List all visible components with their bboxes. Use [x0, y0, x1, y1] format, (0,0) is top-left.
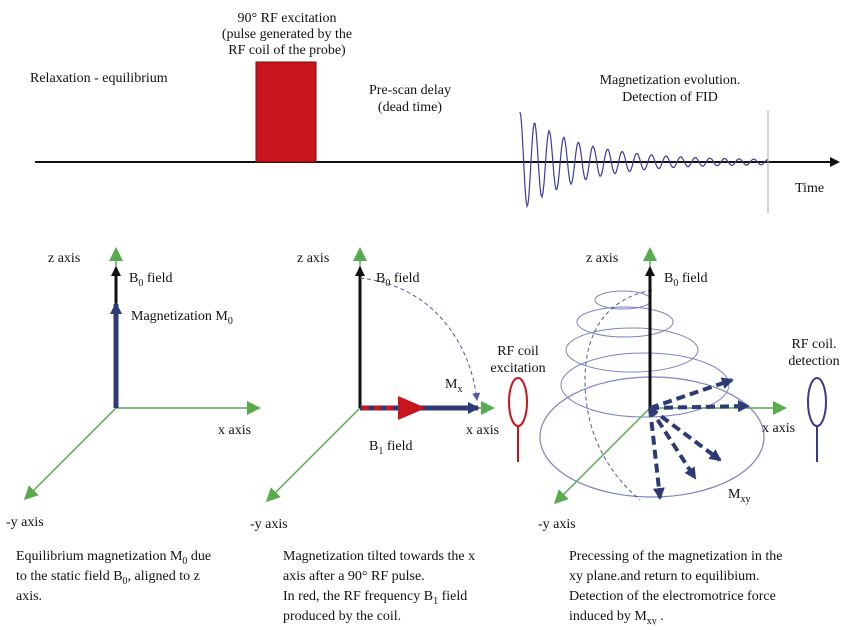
precession-ring [565, 327, 699, 373]
mxy-vector [648, 407, 665, 500]
b0-label: B0 field [664, 271, 708, 289]
panel3-caption-line1: Precessing of the magnetization in the [569, 549, 782, 564]
panel2-caption-line4: produced by the coil. [283, 609, 401, 624]
rf-coil-detection-line2: detection [788, 354, 839, 369]
panel1-caption-line3: axis. [16, 589, 42, 604]
b1-label: B1 field [369, 439, 413, 457]
z-axis-label: z axis [48, 251, 80, 266]
evolution-line1: Magnetization evolution. [600, 73, 741, 88]
y-axis [23, 407, 117, 501]
m0-label: Magnetization M0 [131, 309, 233, 327]
rf-pulse-block [255, 61, 317, 163]
rf-detection-coil [807, 377, 827, 427]
panel-equilibrium: z axis B0 field Magnetization M0 x axis … [6, 247, 261, 604]
mxy-vector [649, 377, 734, 410]
pulse-title-line2: (pulse generated by the [222, 27, 352, 42]
b0-label: B0 field [376, 271, 420, 289]
rf-excitation-coil [508, 377, 528, 427]
panel2-caption-line1: Magnetization tilted towards the x [283, 549, 475, 564]
rf-coil-excitation-line2: excitation [490, 361, 545, 376]
y-axis-label: -y axis [6, 515, 44, 530]
panel-precession: z axis B0 field RF coil. detection x axi… [538, 247, 840, 627]
tilt-arc [359, 277, 481, 401]
x-axis-label: x axis [218, 423, 251, 438]
panel1-caption-line2: to the static field B0, aligned to z [16, 569, 200, 587]
prescan-line1: Pre-scan delay [369, 83, 451, 98]
relaxation-label: Relaxation - equilibrium [30, 71, 168, 86]
pulse-title-line1: 90° RF excitation [238, 11, 337, 26]
panel2-caption-line3: In red, the RF frequency B1 field [283, 589, 467, 607]
xy-plane-ellipse [539, 376, 765, 498]
time-label: Time [795, 181, 824, 196]
rf-coil-detection-line1: RF coil. [791, 337, 836, 352]
spiral-path-dashed [584, 289, 653, 501]
mxy-label: Mxy [728, 487, 750, 505]
precession-ring [576, 306, 674, 338]
panel-tilted: z axis B0 field Mx RF coil excitation x … [250, 247, 546, 624]
fid-signal [519, 111, 769, 209]
panel3-caption-line3: Detection of the electromotrice force [569, 589, 776, 604]
timeline: Relaxation - equilibrium 90° RF excitati… [30, 11, 840, 213]
panel1-caption-line1: Equilibrium magnetization M0 due [16, 549, 211, 567]
x-axis-label: x axis [466, 423, 499, 438]
y-axis-label: -y axis [250, 517, 288, 532]
mxy-vector [648, 406, 722, 462]
x-axis-label: x axis [762, 421, 795, 436]
panel3-caption-line2: xy plane.and return to equilibium. [569, 569, 760, 584]
evolution-line2: Detection of FID [622, 90, 718, 105]
pulse-title-line3: RF coil of the probe) [228, 43, 346, 58]
y-axis-label: -y axis [538, 517, 576, 532]
y-axis [553, 407, 651, 505]
rf-coil-excitation-line1: RF coil [497, 344, 539, 359]
mx-label: Mx [445, 377, 462, 395]
panel2-caption-line2: axis after a 90° RF pulse. [283, 569, 425, 584]
prescan-line2: (dead time) [378, 100, 442, 115]
b0-label: B0 field [129, 271, 173, 289]
z-axis-label: z axis [586, 251, 618, 266]
z-axis-label: z axis [297, 251, 329, 266]
y-axis [265, 407, 361, 503]
panel3-caption-line4: induced by Mxy . [569, 609, 664, 625]
b1-field-arrowhead [398, 396, 426, 420]
mxy-vector [649, 400, 750, 413]
